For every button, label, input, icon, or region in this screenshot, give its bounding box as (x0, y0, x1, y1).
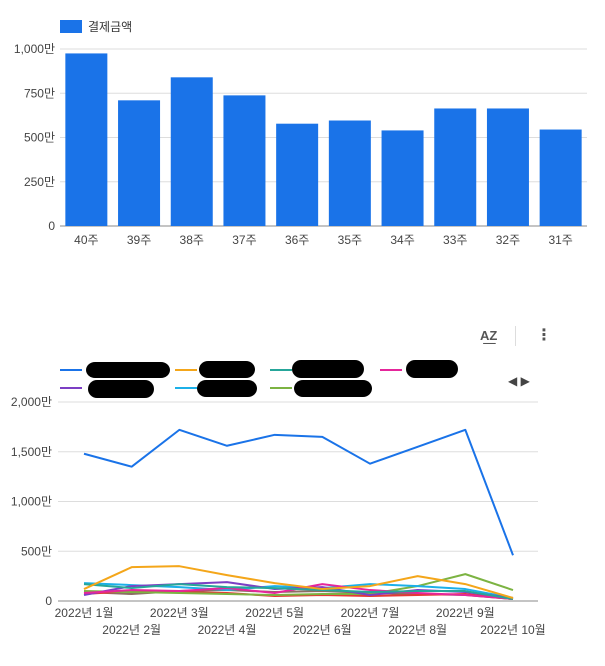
bar-33주 (434, 108, 477, 226)
line-y-tick: 0 (45, 594, 52, 608)
bar-x-tick: 39주 (127, 233, 151, 247)
bar-y-tick: 0 (48, 219, 55, 233)
bar-x-tick: 34주 (390, 233, 414, 247)
bar-x-tick: 37주 (232, 233, 256, 247)
bar-y-tick: 250만 (24, 175, 55, 189)
bar-x-tick: 33주 (443, 233, 467, 247)
line-series-0 (83, 428, 514, 556)
line-x-tick: 2022년 7월 (341, 606, 400, 620)
redacted-legend-label (88, 380, 154, 398)
bar-legend-swatch (60, 20, 82, 33)
redacted-legend-label (294, 380, 372, 397)
bar-31주 (539, 129, 582, 226)
bar-35주 (328, 120, 371, 226)
bar-y-tick: 500만 (24, 131, 55, 145)
bar-x-tick: 36주 (285, 233, 309, 247)
line-y-tick: 1,000만 (11, 495, 52, 509)
bar-legend-label: 결제금액 (88, 20, 132, 34)
line-y-tick: 500만 (21, 544, 52, 558)
sort-az-icon[interactable]: A͟Z (480, 328, 498, 343)
bar-37주 (223, 95, 266, 227)
bar-x-tick: 31주 (548, 233, 572, 247)
line-y-tick: 2,000만 (11, 395, 52, 409)
legend-pager[interactable]: ◀ ▶ (508, 374, 531, 388)
line-x-tick: 2022년 3월 (150, 606, 209, 620)
line-series-2 (83, 583, 514, 600)
redacted-legend-label (199, 361, 255, 378)
bar-32주 (486, 108, 529, 226)
line-x-tick: 2022년 1월 (55, 606, 114, 620)
bar-40주 (65, 53, 108, 226)
more-options-icon[interactable]: ⋮ (536, 327, 552, 344)
line-x-tick: 2022년 6월 (293, 623, 352, 637)
bar-y-tick: 750만 (24, 86, 55, 100)
line-x-tick: 2022년 8월 (388, 623, 447, 637)
line-x-tick: 2022년 5월 (245, 606, 304, 620)
redacted-legend-label (86, 362, 170, 378)
bar-34주 (381, 130, 424, 226)
redacted-legend-label (406, 360, 458, 378)
bar-x-tick: 35주 (338, 233, 362, 247)
bar-x-tick: 40주 (74, 233, 98, 247)
toolbar-divider (515, 326, 516, 346)
redacted-legend-label (197, 380, 257, 397)
line-y-tick: 1,500만 (11, 445, 52, 459)
bar-y-tick: 1,000만 (14, 42, 55, 56)
bar-x-tick: 38주 (180, 233, 204, 247)
redacted-legend-label (292, 360, 364, 378)
bar-39주 (118, 100, 161, 226)
line-x-tick: 2022년 9월 (436, 606, 495, 620)
line-x-tick: 2022년 10월 (480, 623, 545, 637)
bar-36주 (276, 123, 319, 226)
bar-38주 (170, 77, 213, 226)
line-x-tick: 2022년 2월 (102, 623, 161, 637)
line-series-1 (83, 565, 514, 599)
line-x-tick: 2022년 4월 (198, 623, 257, 637)
bar-x-tick: 32주 (496, 233, 520, 247)
